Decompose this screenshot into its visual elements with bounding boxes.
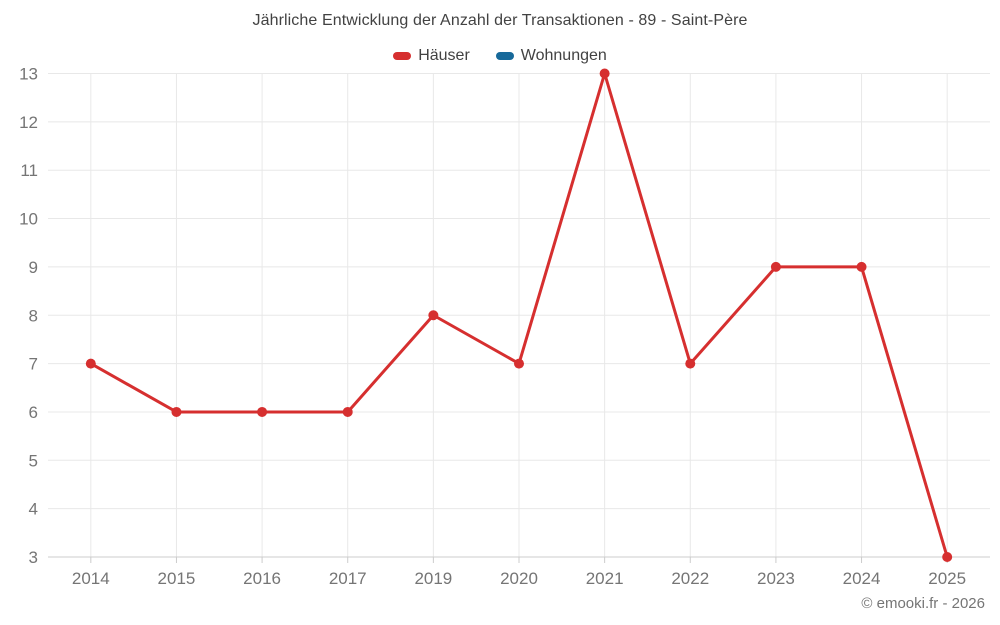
svg-text:2014: 2014 <box>72 569 110 588</box>
svg-text:11: 11 <box>20 161 38 180</box>
legend-label-haeuser: Häuser <box>418 47 470 64</box>
legend-label-wohnungen: Wohnungen <box>520 47 607 64</box>
copyright-watermark: © emooki.fr - 2026 <box>861 595 985 612</box>
svg-text:4: 4 <box>29 500 38 519</box>
svg-text:13: 13 <box>19 65 38 84</box>
legend-swatch-wohnungen-icon <box>495 52 514 60</box>
chart-title: Jährliche Entwicklung der Anzahl der Tra… <box>252 12 748 29</box>
chart-legend: Häuser Wohnungen <box>0 46 1000 66</box>
legend-item-wohnungen[interactable]: Wohnungen <box>495 47 607 65</box>
svg-text:12: 12 <box>19 113 38 132</box>
svg-text:10: 10 <box>19 210 38 229</box>
svg-text:2023: 2023 <box>757 569 795 588</box>
svg-text:2020: 2020 <box>500 569 538 588</box>
svg-text:8: 8 <box>29 306 38 325</box>
legend-swatch-haeuser-icon <box>393 52 412 60</box>
svg-text:2017: 2017 <box>329 569 367 588</box>
svg-text:2024: 2024 <box>843 569 881 588</box>
svg-text:3: 3 <box>29 548 38 567</box>
svg-text:6: 6 <box>29 403 38 422</box>
svg-text:2021: 2021 <box>586 569 624 588</box>
svg-text:2015: 2015 <box>158 569 196 588</box>
svg-text:7: 7 <box>29 355 38 374</box>
legend-item-haeuser[interactable]: Häuser <box>393 47 470 65</box>
svg-text:9: 9 <box>29 258 38 277</box>
svg-text:5: 5 <box>29 451 38 470</box>
svg-text:2016: 2016 <box>243 569 281 588</box>
svg-text:2022: 2022 <box>671 569 709 588</box>
svg-text:2019: 2019 <box>414 569 452 588</box>
svg-text:2025: 2025 <box>928 569 966 588</box>
